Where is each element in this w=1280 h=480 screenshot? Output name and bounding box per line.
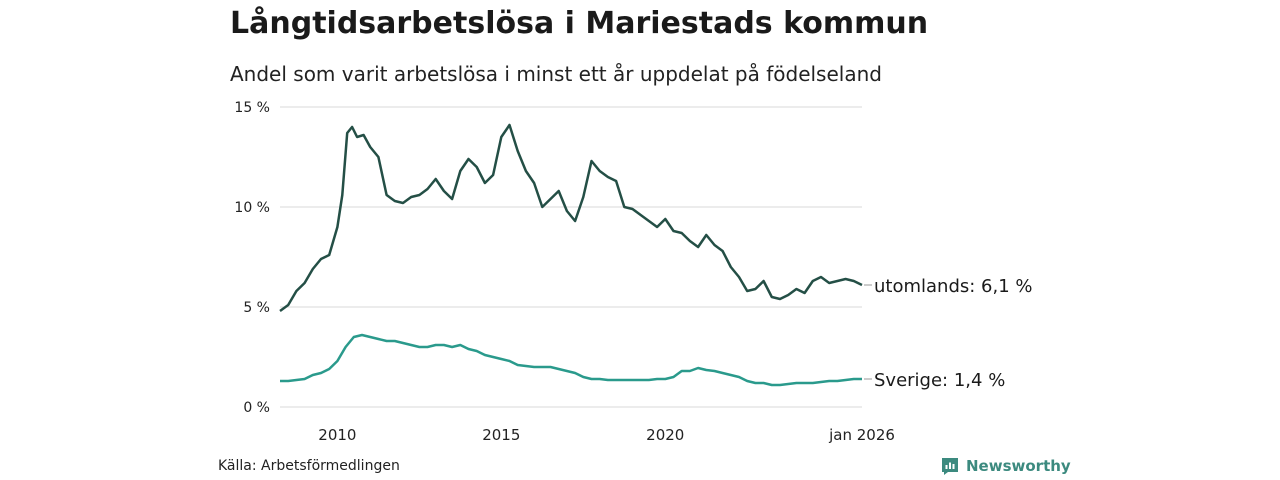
brand-name: Newsworthy: [966, 457, 1071, 475]
chart-subtitle: Andel som varit arbetslösa i minst ett å…: [230, 62, 882, 86]
end-label-sverige: Sverige: 1,4 %: [874, 370, 1005, 391]
source-note: Källa: Arbetsförmedlingen: [218, 458, 400, 474]
x-tick-label: 2010: [318, 426, 356, 444]
newsworthy-logo-icon: [942, 458, 958, 475]
end-label-utomlands: utomlands: 6,1 %: [874, 276, 1033, 297]
x-tick-label: 2015: [482, 426, 520, 444]
series-line-utomlands: [279, 123, 863, 313]
x-tick-label: 2020: [646, 426, 684, 444]
chart-title: Långtidsarbetslösa i Mariestads kommun: [230, 6, 929, 41]
x-axis-ticks: 2010 2015 2020 jan 2026: [318, 426, 895, 444]
y-axis-ticks: 0 % 5 % 10 % 15 %: [234, 100, 270, 416]
series-end-labels: utomlands: 6,1 % Sverige: 1,4 %: [864, 276, 1033, 391]
series-line-sverige: [280, 333, 862, 387]
x-tick-label: jan 2026: [828, 426, 895, 444]
y-tick-label: 15 %: [234, 100, 270, 116]
y-tick-label: 10 %: [234, 200, 270, 216]
y-tick-label: 5 %: [243, 300, 270, 316]
brand-logo[interactable]: Newsworthy: [940, 456, 1071, 476]
gridlines: [280, 106, 862, 408]
series-lines: [279, 123, 863, 387]
y-tick-label: 0 %: [243, 400, 270, 416]
